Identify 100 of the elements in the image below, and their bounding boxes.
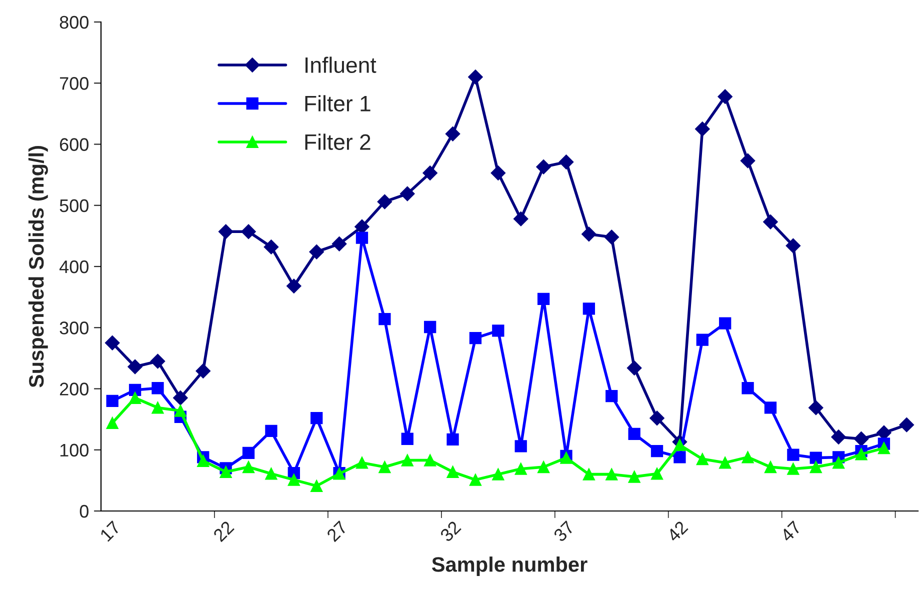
point xyxy=(446,466,459,478)
point xyxy=(242,446,255,460)
point xyxy=(719,456,732,469)
point xyxy=(242,460,255,474)
point xyxy=(763,214,778,230)
point xyxy=(718,89,732,104)
point xyxy=(582,226,596,242)
point xyxy=(468,70,483,84)
point xyxy=(514,462,527,475)
x-axis-title: Sample number xyxy=(432,556,588,576)
point xyxy=(356,456,368,469)
point xyxy=(288,474,300,486)
point xyxy=(787,448,800,461)
point xyxy=(650,445,664,458)
point xyxy=(197,454,210,467)
point xyxy=(831,430,846,444)
point xyxy=(674,438,686,452)
point xyxy=(264,240,279,254)
point xyxy=(265,468,278,480)
point xyxy=(241,224,256,240)
point xyxy=(152,382,164,394)
x-tick-label: 37 xyxy=(552,520,575,542)
point xyxy=(582,468,596,480)
x-tick-label: 22 xyxy=(212,520,234,542)
point xyxy=(150,354,166,369)
point xyxy=(740,153,756,168)
point xyxy=(128,392,142,404)
point xyxy=(309,244,324,260)
point xyxy=(899,417,914,432)
point xyxy=(490,166,506,180)
point xyxy=(286,278,302,294)
point xyxy=(696,334,708,346)
point xyxy=(650,410,664,426)
point xyxy=(536,159,551,174)
point xyxy=(719,317,732,330)
point xyxy=(513,211,528,226)
point xyxy=(764,402,777,414)
point xyxy=(492,324,504,337)
point xyxy=(128,384,142,396)
point xyxy=(378,460,391,474)
point xyxy=(628,470,640,483)
point xyxy=(104,336,120,350)
point xyxy=(128,359,142,374)
point xyxy=(537,460,550,474)
legend-label: Filter 1 xyxy=(305,95,370,112)
point xyxy=(695,122,710,136)
point xyxy=(378,312,391,326)
y-tick-label: 400 xyxy=(59,260,88,274)
point xyxy=(650,468,664,480)
point xyxy=(400,186,415,202)
point xyxy=(786,238,801,254)
point xyxy=(742,382,754,394)
legend-label: Influent xyxy=(306,56,376,73)
point xyxy=(424,320,436,334)
point xyxy=(173,390,188,406)
point xyxy=(377,194,392,210)
y-tick-label: 600 xyxy=(60,138,88,151)
y-tick-label: 800 xyxy=(60,16,88,29)
point xyxy=(606,468,618,480)
point xyxy=(445,126,460,142)
point xyxy=(220,466,232,478)
x-tick-label: 47 xyxy=(780,520,802,542)
point xyxy=(446,433,459,446)
point xyxy=(332,236,347,252)
point xyxy=(469,332,482,344)
point xyxy=(558,154,574,170)
point xyxy=(492,468,504,480)
point xyxy=(401,432,414,445)
y-tick-label: 700 xyxy=(60,77,88,90)
y-tick-label: 500 xyxy=(60,199,88,212)
point xyxy=(310,480,323,492)
y-tick-label: 200 xyxy=(60,382,88,396)
y-tick-label: 100 xyxy=(60,444,88,457)
point xyxy=(854,431,869,446)
point xyxy=(422,166,438,180)
point xyxy=(356,232,368,244)
point xyxy=(310,412,323,424)
point xyxy=(878,442,890,454)
point xyxy=(606,390,618,402)
point xyxy=(810,452,822,464)
point xyxy=(469,474,482,486)
point xyxy=(582,302,596,315)
y-axis-title: Suspended Solids (mg/l) xyxy=(28,146,48,388)
y-tick-label: 300 xyxy=(60,322,88,334)
x-tick-label: 42 xyxy=(666,520,688,542)
point xyxy=(696,452,708,466)
point xyxy=(832,456,845,469)
point xyxy=(808,400,824,416)
point xyxy=(604,230,620,245)
point xyxy=(764,460,777,474)
point xyxy=(174,404,187,417)
y-tick-label: 0 xyxy=(80,504,88,518)
point xyxy=(265,424,278,437)
point xyxy=(537,292,550,305)
x-tick-label: 27 xyxy=(326,520,348,542)
x-tick-label: 32 xyxy=(439,520,462,542)
point xyxy=(106,394,118,408)
point xyxy=(196,364,211,378)
point xyxy=(810,460,822,474)
point xyxy=(787,462,800,475)
